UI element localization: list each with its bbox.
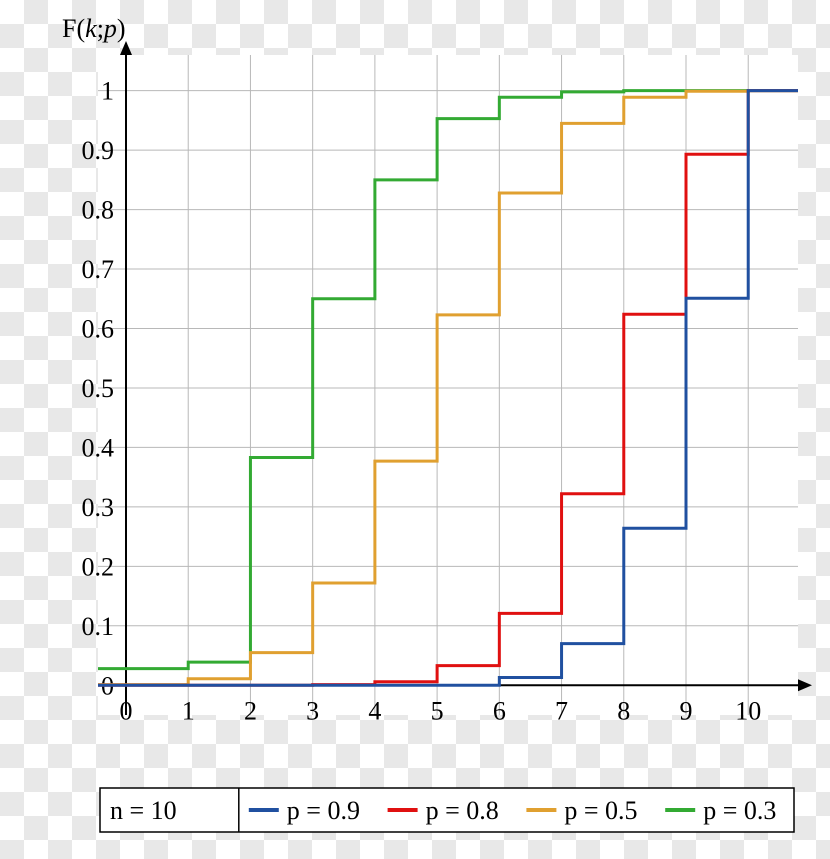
x-tick-label: 9 [680, 696, 693, 725]
y-tick-label: 0.8 [82, 196, 115, 225]
y-tick-label: 0.4 [82, 433, 115, 462]
x-tick-label: 4 [368, 696, 381, 725]
y-tick-label: 0.6 [82, 315, 115, 344]
legend-label: n = 10 [110, 796, 177, 825]
x-tick-label: 1 [182, 696, 195, 725]
x-tick-label: 0 [120, 696, 133, 725]
y-tick-label: 0.1 [82, 612, 115, 641]
y-tick-label: 0.3 [82, 493, 115, 522]
y-tick-label: 1 [101, 77, 114, 106]
x-tick-label: 5 [431, 696, 444, 725]
legend-label: p = 0.9 [287, 796, 360, 825]
legend-label: p = 0.8 [426, 796, 499, 825]
x-tick-label: 3 [306, 696, 319, 725]
x-tick-label: 2 [244, 696, 257, 725]
y-tick-label: 0.5 [82, 374, 115, 403]
y-tick-label: 0.2 [82, 552, 115, 581]
chart-canvas: { "chart": { "type": "step-line", "y_axi… [0, 0, 830, 859]
y-tick-label: 0.9 [82, 136, 115, 165]
x-tick-label: 6 [493, 696, 506, 725]
x-tick-label: 8 [617, 696, 630, 725]
x-tick-label: 10 [735, 696, 761, 725]
legend-label: p = 0.3 [703, 796, 776, 825]
legend-label: p = 0.5 [564, 796, 637, 825]
y-tick-label: 0.7 [82, 255, 115, 284]
chart-svg: 00.10.20.30.40.50.60.70.80.91 0123456789… [0, 0, 830, 859]
x-tick-label: 7 [555, 696, 568, 725]
y-axis-label: F(k;p) [62, 14, 126, 43]
legend: n = 10 p = 0.9 p = 0.8 p = 0.5 p = 0.3 [100, 788, 794, 832]
